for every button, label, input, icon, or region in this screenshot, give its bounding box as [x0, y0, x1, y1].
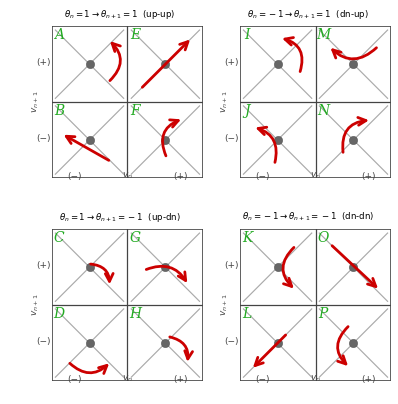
Text: P: P	[318, 307, 328, 321]
Text: B: B	[54, 104, 64, 118]
Text: $v_{n+1}$: $v_{n+1}$	[31, 294, 41, 316]
Text: (+): (+)	[362, 375, 376, 384]
Text: (+): (+)	[224, 58, 239, 67]
Text: $v_n$: $v_n$	[122, 374, 133, 384]
Text: M: M	[316, 28, 330, 42]
Text: $v_{n+1}$: $v_{n+1}$	[31, 91, 41, 114]
Text: $\theta_n=1 \rightarrow \theta_{n+1}=1$  (up-up): $\theta_n=1 \rightarrow \theta_{n+1}=1$ …	[64, 8, 176, 21]
Text: N: N	[317, 104, 329, 118]
Text: $v_n$: $v_n$	[310, 171, 321, 181]
Text: (−): (−)	[224, 337, 239, 346]
Text: (−): (−)	[67, 375, 81, 384]
Text: $v_n$: $v_n$	[310, 374, 321, 384]
Text: (−): (−)	[255, 172, 269, 181]
Text: E: E	[130, 28, 140, 42]
Text: $v_n$: $v_n$	[122, 171, 133, 181]
Text: (−): (−)	[67, 172, 81, 181]
Text: H: H	[129, 307, 141, 321]
Text: (+): (+)	[224, 261, 239, 270]
Text: (−): (−)	[37, 134, 51, 143]
Text: K: K	[242, 231, 252, 245]
Text: L: L	[243, 307, 252, 321]
Text: (+): (+)	[37, 58, 51, 67]
Text: (+): (+)	[174, 172, 188, 181]
Text: $v_{n+1}$: $v_{n+1}$	[219, 294, 230, 316]
Text: (+): (+)	[174, 375, 188, 384]
Text: O: O	[318, 231, 329, 245]
Text: G: G	[129, 231, 140, 245]
Text: (+): (+)	[37, 261, 51, 270]
Text: (−): (−)	[224, 134, 239, 143]
Text: (+): (+)	[362, 172, 376, 181]
Text: F: F	[130, 104, 140, 118]
Text: C: C	[54, 231, 64, 245]
Text: (−): (−)	[37, 337, 51, 346]
Text: J: J	[244, 104, 250, 118]
Text: (−): (−)	[255, 375, 269, 384]
Text: D: D	[54, 307, 65, 321]
Text: A: A	[54, 28, 64, 42]
Text: I: I	[244, 28, 250, 42]
Text: $v_{n+1}$: $v_{n+1}$	[219, 91, 230, 114]
Text: $\theta_n=-1 \rightarrow \theta_{n+1}=1$  (dn-up): $\theta_n=-1 \rightarrow \theta_{n+1}=1$…	[247, 8, 369, 21]
Text: $\theta_n=1 \rightarrow \theta_{n+1}=-1$  (up-dn): $\theta_n=1 \rightarrow \theta_{n+1}=-1$…	[59, 210, 181, 223]
Text: $\theta_n=-1 \rightarrow \theta_{n+1}=-1$  (dn-dn): $\theta_n=-1 \rightarrow \theta_{n+1}=-1…	[242, 211, 374, 223]
